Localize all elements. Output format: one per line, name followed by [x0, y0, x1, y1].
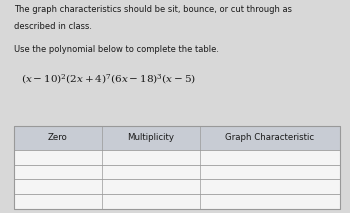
- Bar: [14, 179, 340, 194]
- Text: Zero: Zero: [48, 133, 68, 142]
- Bar: [14, 165, 340, 179]
- Text: $(x-10)^2(2x+4)^7(6x-18)^3(x-5)$: $(x-10)^2(2x+4)^7(6x-18)^3(x-5)$: [21, 72, 196, 86]
- Text: described in class.: described in class.: [14, 22, 92, 31]
- Text: Graph Characteristic: Graph Characteristic: [225, 133, 314, 142]
- Text: Use the polynomial below to complete the table.: Use the polynomial below to complete the…: [14, 45, 219, 54]
- Text: The graph characteristics should be sit, bounce, or cut through as: The graph characteristics should be sit,…: [14, 5, 292, 14]
- Bar: [14, 150, 340, 165]
- Bar: [14, 194, 340, 209]
- Bar: [14, 126, 340, 150]
- Bar: [14, 126, 340, 209]
- Text: Multiplicity: Multiplicity: [127, 133, 174, 142]
